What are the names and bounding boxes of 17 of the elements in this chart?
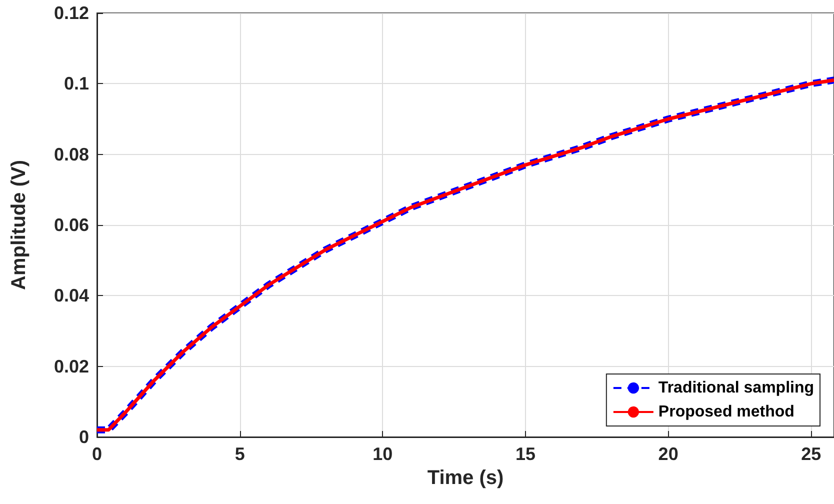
- y-tick-label: 0: [78, 427, 89, 447]
- legend-label: Proposed method: [658, 404, 794, 420]
- y-tick-label: 0.06: [54, 215, 89, 235]
- y-axis-title: Amplitude (V): [8, 160, 30, 290]
- legend-label: Traditional sampling: [658, 380, 814, 396]
- x-axis-title: Time (s): [427, 466, 504, 489]
- x-tick-label: 10: [372, 444, 393, 464]
- y-tick-label: 0.08: [54, 144, 89, 164]
- y-tick-label: 0.12: [54, 3, 89, 23]
- x-tick-label: 15: [515, 444, 536, 464]
- x-tick-label: 20: [658, 444, 678, 464]
- y-tick-label: 0.1: [64, 74, 89, 94]
- y-tick-label: 0.04: [54, 286, 89, 306]
- x-tick-label: 25: [801, 444, 822, 464]
- y-tick-label: 0.02: [54, 356, 89, 376]
- x-tick-label: 5: [234, 444, 245, 464]
- x-tick-label: 0: [92, 444, 102, 464]
